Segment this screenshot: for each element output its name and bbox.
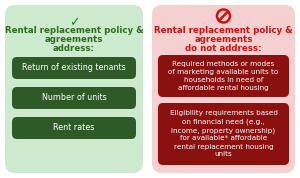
FancyBboxPatch shape	[158, 55, 289, 97]
FancyBboxPatch shape	[12, 117, 136, 139]
FancyBboxPatch shape	[158, 103, 289, 165]
Text: Eligibility requirements based
on financial need (e.g.,
income, property ownersh: Eligibility requirements based on financ…	[169, 111, 278, 158]
Text: Number of units: Number of units	[42, 93, 106, 103]
Text: do not address:: do not address:	[185, 44, 262, 53]
Text: Rental replacement policy &: Rental replacement policy &	[5, 26, 143, 35]
Text: agreements: agreements	[194, 35, 253, 44]
Text: agreements: agreements	[45, 35, 103, 44]
FancyBboxPatch shape	[12, 87, 136, 109]
FancyBboxPatch shape	[152, 5, 295, 173]
Text: Return of existing tenants: Return of existing tenants	[22, 64, 126, 72]
Text: address:: address:	[53, 44, 95, 53]
FancyBboxPatch shape	[12, 57, 136, 79]
Text: Rent rates: Rent rates	[53, 124, 95, 132]
Text: Required methods or modes
of marketing available units to
households in need of
: Required methods or modes of marketing a…	[168, 61, 279, 91]
FancyBboxPatch shape	[5, 5, 143, 173]
Text: ✓: ✓	[69, 16, 79, 29]
Text: Rental replacement policy &: Rental replacement policy &	[154, 26, 293, 35]
